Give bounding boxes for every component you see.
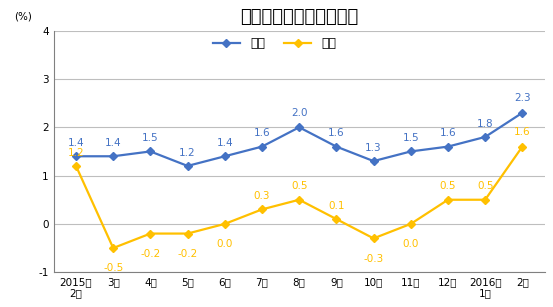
Text: 2.0: 2.0 bbox=[291, 107, 307, 118]
同比 bbox=[259, 145, 265, 149]
Text: 0.1: 0.1 bbox=[328, 201, 345, 211]
环比 bbox=[259, 208, 265, 211]
Text: -0.2: -0.2 bbox=[140, 249, 160, 259]
Text: 1.6: 1.6 bbox=[254, 128, 270, 138]
同比 bbox=[445, 145, 451, 149]
同比 bbox=[408, 150, 414, 153]
Text: -0.3: -0.3 bbox=[363, 254, 384, 264]
同比 bbox=[482, 135, 488, 139]
环比 bbox=[72, 164, 79, 168]
环比 bbox=[333, 217, 340, 221]
Text: 1.4: 1.4 bbox=[216, 138, 233, 148]
环比 bbox=[110, 246, 117, 250]
环比 bbox=[184, 232, 191, 235]
Text: -0.5: -0.5 bbox=[103, 263, 123, 273]
同比 bbox=[333, 145, 340, 149]
Line: 同比: 同比 bbox=[73, 110, 525, 169]
Text: 1.2: 1.2 bbox=[179, 148, 196, 157]
同比 bbox=[296, 126, 302, 129]
环比 bbox=[408, 222, 414, 226]
环比 bbox=[519, 145, 526, 149]
Text: 1.5: 1.5 bbox=[403, 133, 419, 143]
同比 bbox=[110, 154, 117, 158]
Text: (%): (%) bbox=[14, 11, 32, 21]
环比 bbox=[296, 198, 302, 202]
Text: -0.2: -0.2 bbox=[178, 249, 198, 259]
Text: 1.4: 1.4 bbox=[67, 138, 84, 148]
同比 bbox=[519, 111, 526, 115]
Text: 0.3: 0.3 bbox=[254, 191, 270, 201]
环比 bbox=[147, 232, 154, 235]
环比 bbox=[221, 222, 228, 226]
同比 bbox=[72, 154, 79, 158]
Text: 1.6: 1.6 bbox=[514, 127, 531, 137]
同比 bbox=[371, 159, 377, 163]
Text: 1.6: 1.6 bbox=[440, 128, 456, 138]
同比 bbox=[147, 150, 154, 153]
Text: 0.0: 0.0 bbox=[403, 239, 419, 249]
同比 bbox=[184, 164, 191, 168]
Text: 1.3: 1.3 bbox=[365, 143, 382, 153]
Text: 1.4: 1.4 bbox=[105, 138, 122, 148]
Text: 0.5: 0.5 bbox=[291, 181, 307, 191]
环比 bbox=[445, 198, 451, 202]
Text: 0.5: 0.5 bbox=[477, 181, 493, 191]
Text: 2.3: 2.3 bbox=[514, 93, 531, 103]
Text: 1.2: 1.2 bbox=[67, 148, 84, 157]
Text: 0.0: 0.0 bbox=[217, 239, 233, 249]
Line: 环比: 环比 bbox=[73, 143, 525, 251]
Legend: 同比, 环比: 同比, 环比 bbox=[213, 37, 336, 50]
环比 bbox=[371, 237, 377, 240]
Text: 1.8: 1.8 bbox=[477, 119, 493, 129]
Text: 1.6: 1.6 bbox=[328, 128, 345, 138]
Text: 0.5: 0.5 bbox=[440, 181, 456, 191]
Text: 1.5: 1.5 bbox=[142, 133, 159, 143]
环比 bbox=[482, 198, 488, 202]
Title: 全国居民消费价格涨跌幅: 全国居民消费价格涨跌幅 bbox=[240, 8, 358, 26]
同比 bbox=[221, 154, 228, 158]
